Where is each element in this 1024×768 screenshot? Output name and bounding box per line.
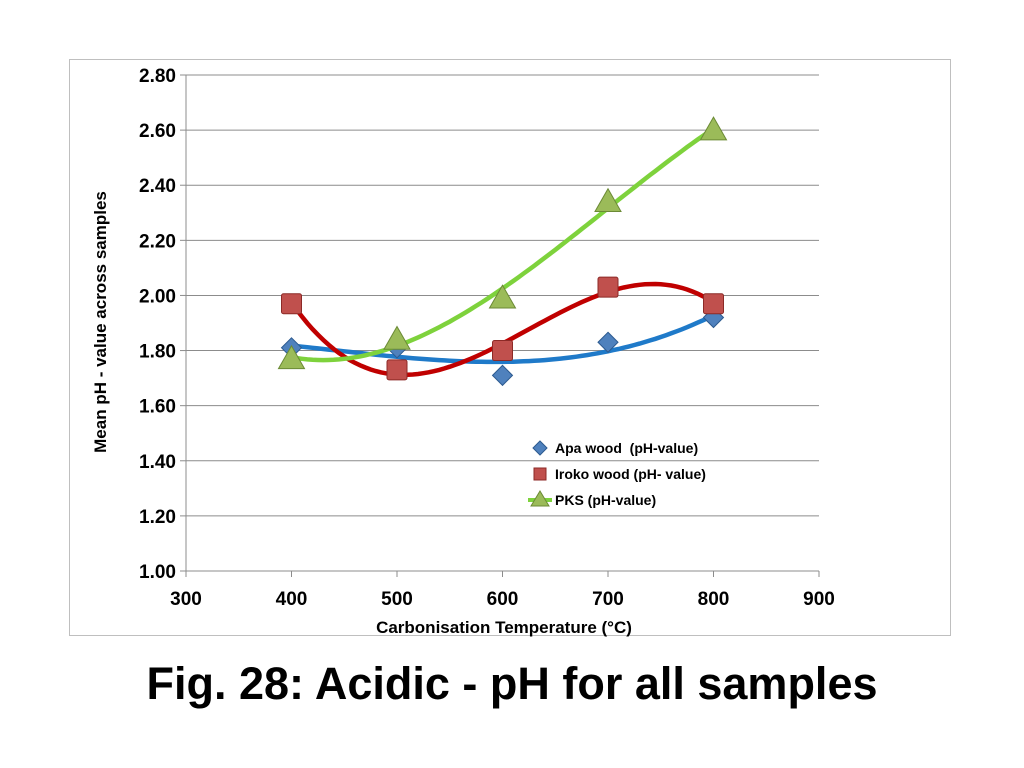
legend-square xyxy=(533,467,547,481)
legend-item-pks: PKS (pH-value) xyxy=(528,490,656,508)
y-tick-label: 2.80 xyxy=(139,66,176,87)
legend-item-apa: Apa wood (pH-value) xyxy=(532,440,698,456)
legend-label-iroko: Iroko wood (pH- value) xyxy=(555,466,706,482)
series-3 xyxy=(277,116,728,370)
y-tick-label: 1.00 xyxy=(139,562,176,583)
legend-marker-diamond xyxy=(532,440,548,456)
y-axis-ticks: 1.00 1.20 1.40 1.60 1.80 2.00 2.20 2.40 2.60 2.80 xyxy=(139,66,186,583)
axes xyxy=(185,75,819,572)
series-2 xyxy=(281,276,724,381)
data-point-diamond xyxy=(491,364,514,387)
legend-label-apa: Apa wood (pH-value) xyxy=(555,440,698,456)
data-point-triangle xyxy=(488,284,517,309)
y-tick-label: 2.40 xyxy=(139,176,176,197)
trendline-triangle xyxy=(289,126,716,363)
data-point-diamond xyxy=(597,331,619,353)
x-tick-label: 300 xyxy=(170,589,202,610)
data-point-triangle xyxy=(383,325,411,350)
data-point-triangle xyxy=(277,344,306,370)
legend: Apa wood (pH-value) Iroko wood (pH- valu… xyxy=(528,440,706,508)
legend-label-pks: PKS (pH-value) xyxy=(555,492,656,508)
legend-triangle xyxy=(530,490,550,507)
trendline-diamond xyxy=(289,312,716,365)
data-point-square xyxy=(386,359,408,381)
x-axis-title: Carbonisation Temperature (°C) xyxy=(376,618,632,637)
x-tick-label: 600 xyxy=(487,589,519,610)
data-point-triangle xyxy=(594,187,622,213)
legend-item-iroko: Iroko wood (pH- value) xyxy=(533,466,706,482)
y-tick-label: 1.80 xyxy=(139,342,176,363)
y-tick-label: 2.20 xyxy=(139,231,176,252)
data-point-square xyxy=(703,293,724,315)
data-point-square xyxy=(492,340,513,362)
x-tick-label: 400 xyxy=(276,589,308,610)
x-tick-label: 500 xyxy=(381,589,413,610)
x-tick-label: 800 xyxy=(698,589,730,610)
y-tick-label: 1.40 xyxy=(139,452,176,473)
legend-marker-triangle xyxy=(528,490,552,507)
legend-diamond xyxy=(532,440,548,456)
slide-title: Fig. 28: Acidic - pH for all samples xyxy=(146,658,878,709)
x-tick-label: 900 xyxy=(803,589,835,610)
x-axis-ticks: 300 400 500 600 700 800 900 xyxy=(170,571,835,610)
chart-area: 1.00 1.20 1.40 1.60 1.80 2.00 2.20 2.40 2.60 2.80… xyxy=(91,66,835,637)
data-point-square xyxy=(597,276,619,298)
y-axis-title: Mean pH - value across samples xyxy=(91,191,110,453)
data-point-square xyxy=(281,293,302,315)
y-tick-label: 1.20 xyxy=(139,507,176,528)
chart-frame: 1.00 1.20 1.40 1.60 1.80 2.00 2.20 2.40 2.60 2.80… xyxy=(69,59,951,637)
data-point-triangle xyxy=(699,116,728,141)
x-tick-label: 700 xyxy=(592,589,624,610)
y-tick-label: 2.60 xyxy=(139,121,176,142)
gridlines xyxy=(186,74,819,572)
y-tick-label: 2.00 xyxy=(139,286,176,307)
series xyxy=(277,116,728,387)
legend-marker-square xyxy=(533,467,547,481)
y-tick-label: 1.60 xyxy=(139,397,176,418)
